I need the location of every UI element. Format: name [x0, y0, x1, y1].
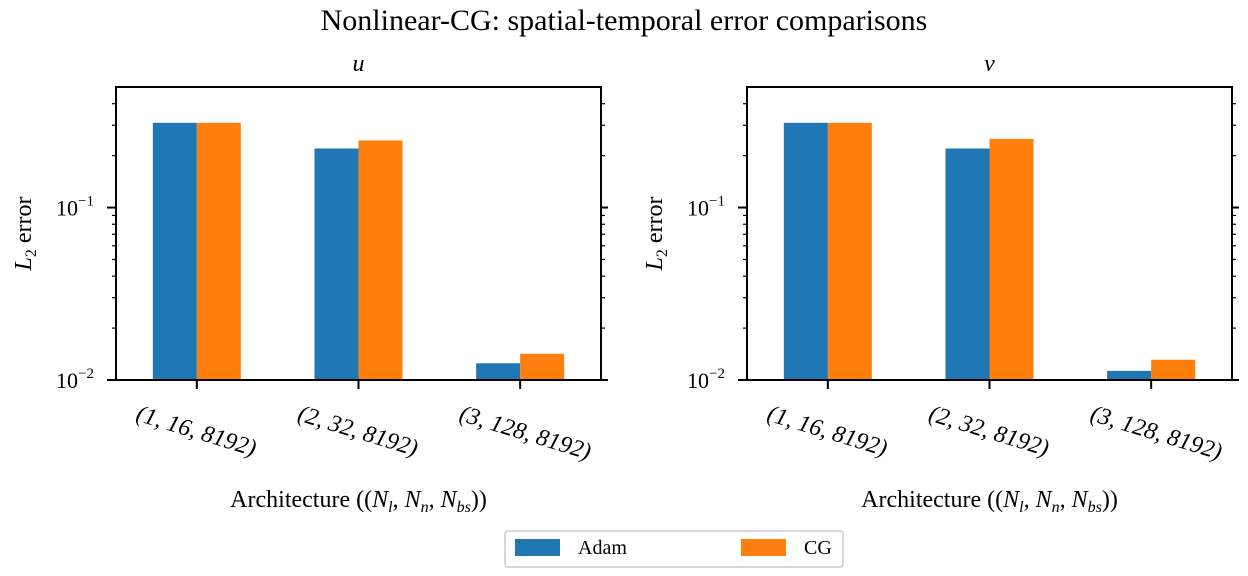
y-axis-label: L2 error — [642, 197, 671, 272]
bar-adam-2 — [314, 148, 359, 380]
bar-cg-2 — [989, 138, 1034, 380]
y-tick-label: 10−1 — [56, 194, 94, 221]
legend-swatch-adam — [515, 539, 560, 556]
bar-adam-1 — [152, 122, 197, 381]
bar-adam-2 — [945, 148, 990, 380]
bar-cg-1 — [827, 122, 872, 381]
x-tick-label: (1, 16, 8192) — [764, 401, 890, 462]
x-axis-label: Architecture ((Nl, Nn, Nbs)) — [230, 487, 487, 516]
x-tick-label: (2, 32, 8192) — [926, 401, 1052, 462]
y-tick-label: 10−1 — [687, 194, 725, 221]
y-axis-label: L2 error — [11, 197, 40, 272]
bar-cg-1 — [196, 122, 241, 381]
y-tick-label: 10−2 — [687, 366, 725, 393]
subplot-title: v — [984, 51, 995, 77]
bar-adam-3 — [1107, 370, 1152, 380]
legend-label-cg: CG — [804, 537, 832, 559]
bar-cg-2 — [358, 140, 403, 380]
subplot-title: u — [353, 51, 365, 77]
x-axis-label: Architecture ((Nl, Nn, Nbs)) — [861, 487, 1118, 516]
y-tick-label: 10−2 — [56, 366, 94, 393]
x-tick-label: (3, 128, 8192) — [1087, 401, 1225, 466]
bar-adam-1 — [783, 122, 828, 381]
x-tick-label: (3, 128, 8192) — [456, 401, 594, 466]
bar-cg-3 — [520, 353, 565, 380]
legend-label-adam: Adam — [578, 537, 627, 559]
legend-swatch-cg — [741, 539, 786, 556]
figure-title: Nonlinear-CG: spatial-temporal error com… — [321, 4, 928, 37]
subplot-u: 10−1 10−2 (1, 16, 8192) (2, 32, 8192) (3, 12… — [11, 51, 608, 516]
legend: Adam CG — [504, 530, 844, 568]
x-tick-label: (1, 16, 8192) — [133, 401, 259, 462]
x-tick-label: (2, 32, 8192) — [295, 401, 421, 462]
bar-adam-3 — [476, 363, 521, 380]
bar-cg-3 — [1151, 359, 1196, 380]
subplot-v: 10−1 10−2 (1, 16, 8192) (2, 32, 8192) (3, 12… — [642, 51, 1239, 516]
